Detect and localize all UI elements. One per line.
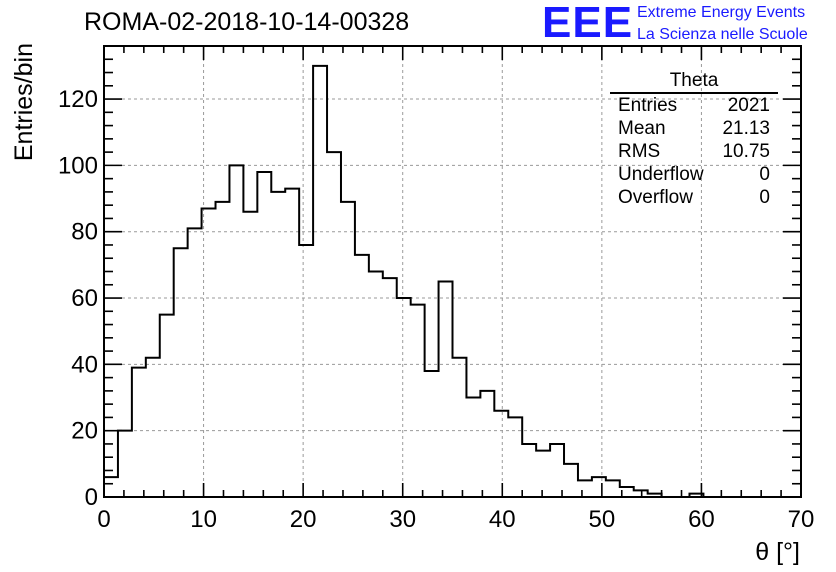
y-tick-label: 0 bbox=[85, 484, 98, 511]
stats-box-title: Theta bbox=[610, 70, 778, 94]
x-tick-label: 40 bbox=[489, 506, 516, 533]
y-tick-label: 80 bbox=[71, 219, 98, 246]
x-tick-label: 10 bbox=[190, 506, 217, 533]
stats-value: 0 bbox=[759, 187, 770, 208]
stats-value: 10.75 bbox=[722, 141, 770, 162]
x-tick-label: 20 bbox=[290, 506, 317, 533]
logo-line-2: La Scienza nelle Scuole bbox=[637, 26, 808, 43]
stats-value: 21.13 bbox=[722, 118, 770, 139]
y-tick-label: 120 bbox=[58, 86, 98, 113]
stats-label: Entries bbox=[618, 95, 678, 116]
stats-row-mean: Mean 21.13 bbox=[610, 117, 778, 140]
x-tick-label: 50 bbox=[589, 506, 616, 533]
y-tick-label: 20 bbox=[71, 418, 98, 445]
y-tick-labels: 0 20 40 60 80 100 120 bbox=[58, 86, 98, 511]
y-tick-label: 100 bbox=[58, 152, 98, 179]
x-tick-label: 0 bbox=[97, 506, 110, 533]
axis-ticks bbox=[103, 45, 802, 498]
logo-line-1: Extreme Energy Events bbox=[637, 4, 806, 21]
stats-label: Underflow bbox=[618, 164, 704, 185]
stats-box: Theta Entries 2021 Mean 21.13 RMS 10.75 … bbox=[610, 70, 778, 209]
y-tick-label: 40 bbox=[71, 351, 98, 378]
stats-row-overflow: Overflow 0 bbox=[610, 186, 778, 209]
x-tick-label: 70 bbox=[788, 506, 815, 533]
stats-row-underflow: Underflow 0 bbox=[610, 163, 778, 186]
stats-value: 0 bbox=[759, 164, 770, 185]
histogram-line bbox=[103, 64, 801, 498]
stats-row-rms: RMS 10.75 bbox=[610, 140, 778, 163]
eee-logo-mark: EEE bbox=[542, 0, 634, 47]
chart-title: ROMA-02-2018-10-14-00328 bbox=[84, 8, 410, 36]
x-tick-labels: 0 10 20 30 40 50 60 70 bbox=[97, 506, 814, 533]
stats-label: RMS bbox=[618, 141, 661, 162]
x-axis-label: θ [°] bbox=[755, 538, 800, 566]
eee-logo: EEE Extreme Energy Events La Scienza nel… bbox=[542, 0, 832, 47]
stats-label: Overflow bbox=[618, 187, 693, 208]
x-tick-label: 60 bbox=[688, 506, 715, 533]
y-tick-label: 60 bbox=[71, 285, 98, 312]
stats-value: 2021 bbox=[727, 95, 770, 116]
x-tick-label: 30 bbox=[389, 506, 416, 533]
stats-label: Mean bbox=[618, 118, 666, 139]
y-axis-label: Entries/bin bbox=[10, 43, 38, 161]
stats-row-entries: Entries 2021 bbox=[610, 94, 778, 117]
